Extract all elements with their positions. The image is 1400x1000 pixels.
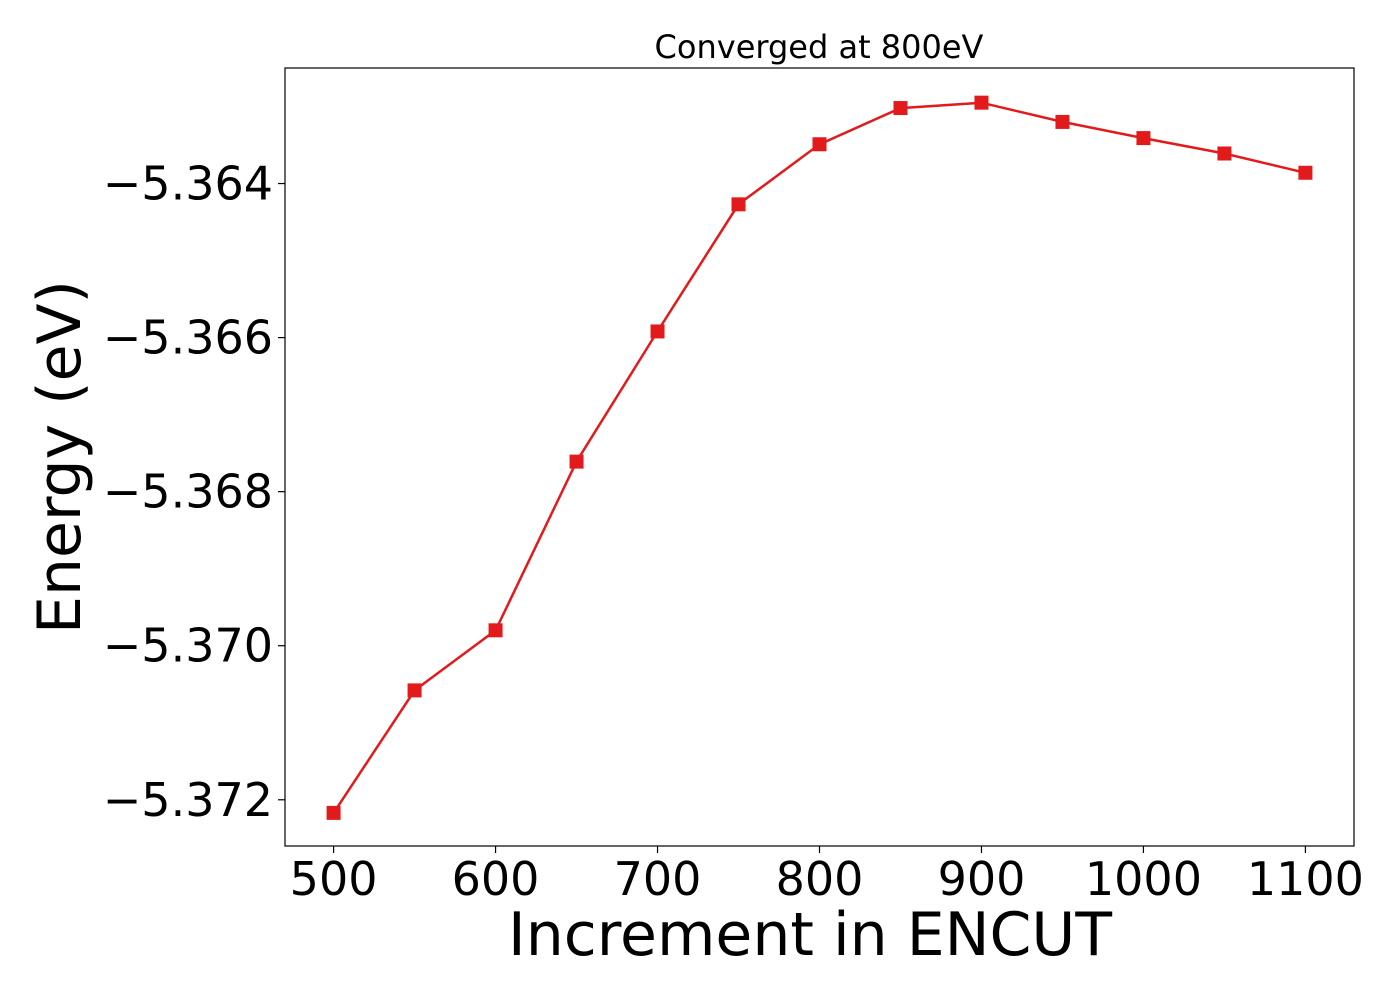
series-line bbox=[332, 101, 1306, 814]
data-point-marker bbox=[1136, 131, 1151, 146]
x-tick-label: 1100 bbox=[1247, 852, 1364, 906]
data-point-marker bbox=[569, 454, 584, 469]
data-point-marker bbox=[1217, 146, 1232, 161]
y-tick-label: −5.364 bbox=[103, 157, 273, 211]
data-point-marker bbox=[1298, 165, 1313, 180]
x-tick-label: 500 bbox=[290, 852, 378, 906]
y-tick-label: −5.372 bbox=[103, 773, 273, 827]
data-series bbox=[326, 95, 1313, 820]
data-point-marker bbox=[1055, 114, 1070, 129]
x-tick-label: 700 bbox=[614, 852, 702, 906]
y-tick-label: −5.370 bbox=[103, 619, 273, 673]
y-axis: −5.372 −5.370 −5.368 −5.366 −5.364 bbox=[103, 157, 285, 827]
data-point-marker bbox=[650, 324, 665, 339]
data-point-marker bbox=[812, 137, 827, 152]
data-point-marker bbox=[407, 683, 422, 698]
x-axis: 500 600 700 800 900 1000 1100 bbox=[290, 846, 1364, 906]
y-tick-label: −5.368 bbox=[103, 465, 273, 519]
x-tick-label: 800 bbox=[776, 852, 864, 906]
data-point-marker bbox=[893, 101, 908, 116]
chart-title: Converged at 800eV bbox=[655, 28, 984, 66]
data-point-marker bbox=[731, 197, 746, 212]
x-tick-label: 900 bbox=[938, 852, 1026, 906]
x-axis-label: Increment in ENCUT bbox=[508, 900, 1112, 970]
data-point-marker bbox=[488, 623, 503, 638]
y-axis-label: Energy (eV) bbox=[25, 280, 95, 634]
data-point-marker bbox=[326, 805, 341, 820]
x-tick-label: 1000 bbox=[1085, 852, 1202, 906]
plot-frame bbox=[284, 67, 1355, 847]
data-point-marker bbox=[974, 95, 989, 110]
x-tick-label: 600 bbox=[452, 852, 540, 906]
y-tick-label: −5.366 bbox=[103, 311, 273, 365]
